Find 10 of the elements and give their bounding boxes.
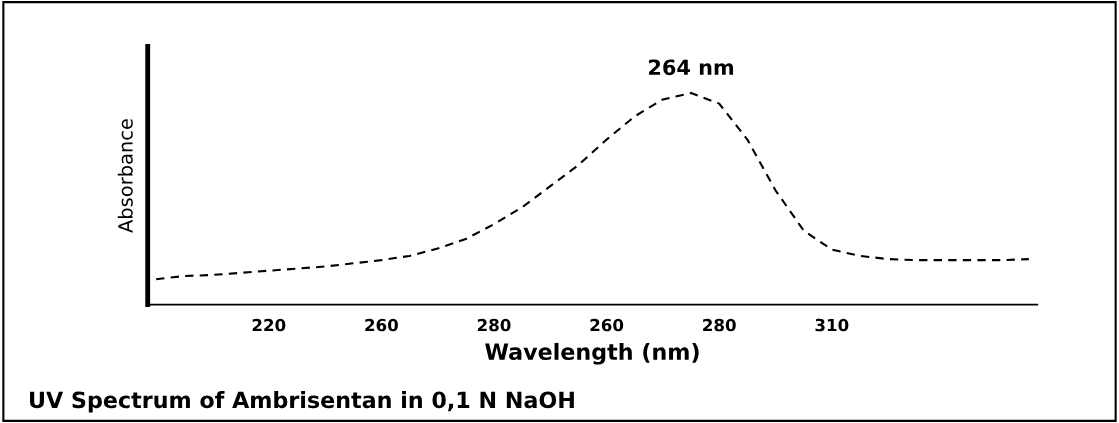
x-tick-label: 260 [590,318,624,332]
text: UV Spectrum of Ambrisentan in 0,1 N NaOH [30,391,574,413]
x-tick-label: 280 [477,318,511,332]
x-tick-label: 220 [252,318,286,332]
x-tick-label: 280 [703,318,736,332]
x-tick-label: 310 [815,318,849,332]
y-axis-title: Absorbance [117,119,133,233]
text: 264 nm [649,59,734,76]
x-tick-label: 260 [365,318,398,332]
x-axis-title: Wavelength (nm) [485,342,699,365]
